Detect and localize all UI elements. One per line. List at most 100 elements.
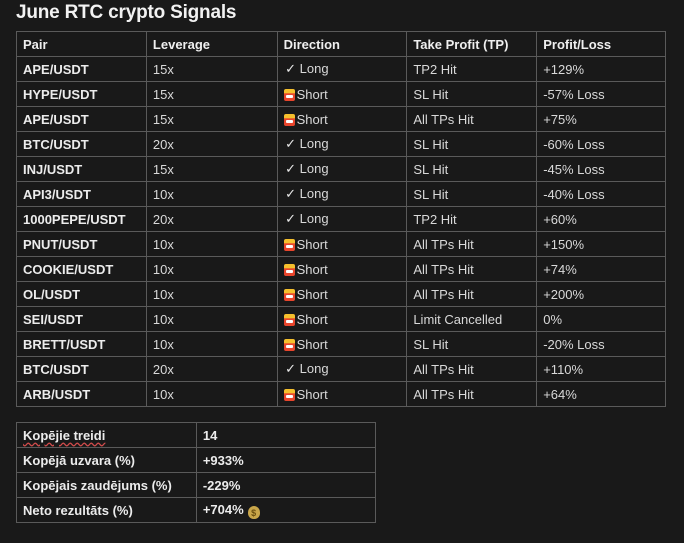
cell-direction: Short: [276, 306, 408, 332]
cell-profit-loss: +110%: [536, 356, 666, 382]
direction-label: Short: [296, 86, 328, 102]
cell-direction: ✓ Long: [276, 206, 408, 232]
cell-pair: ARB/USDT: [16, 381, 147, 407]
summary-label: Kopējie treidi: [23, 427, 106, 443]
signals-table-body: APE/USDT 15x ✓ Long TP2 Hit +129% HYPE/USDT 15x…: [16, 56, 666, 407]
check-icon: ✓: [285, 361, 297, 376]
cell-direction: ✓ Long: [276, 181, 408, 207]
table-row: APE/USDT 15x ✓ Long TP2 Hit +129%: [16, 56, 666, 82]
cell-direction: Short: [276, 381, 408, 407]
table-row: 1000PEPE/USDT 20x ✓ Long TP2 Hit +60%: [16, 206, 666, 232]
table-row: ARB/USDT 10x Short All TPs Hit +64%: [16, 381, 666, 407]
takeout-box-icon: [283, 88, 295, 101]
cell-leverage: 15x: [145, 106, 278, 132]
cell-pair: BTC/USDT: [16, 356, 147, 382]
summary-row-total-trades: Kopējie treidi 14: [16, 422, 377, 448]
cell-pair: COOKIE/USDT: [16, 256, 147, 282]
table-row: SEI/USDT 10x Short Limit Cancelled 0%: [16, 306, 666, 332]
cell-take-profit: SL Hit: [406, 331, 538, 357]
table-row: PNUT/USDT 10x Short All TPs Hit +150%: [16, 231, 666, 257]
direction-label: Short: [296, 386, 328, 402]
cell-take-profit: All TPs Hit: [406, 381, 538, 407]
table-row: INJ/USDT 15x ✓ Long SL Hit -45% Loss: [16, 156, 666, 182]
cell-take-profit: SL Hit: [406, 181, 538, 207]
cell-leverage: 20x: [145, 131, 278, 157]
cell-profit-loss: +60%: [536, 206, 666, 232]
cell-profit-loss: +74%: [536, 256, 666, 282]
cell-profit-loss: -20% Loss: [536, 331, 666, 357]
cell-direction: Short: [276, 281, 408, 307]
cell-profit-loss: -45% Loss: [536, 156, 666, 182]
signals-table: Pair Leverage Direction Take Profit (TP)…: [16, 31, 666, 407]
column-header-take-profit: Take Profit (TP): [406, 31, 538, 57]
cell-direction: Short: [276, 231, 408, 257]
cell-direction: ✓ Long: [276, 131, 408, 157]
cell-leverage: 10x: [145, 231, 278, 257]
check-icon: ✓: [285, 136, 297, 151]
table-row: COOKIE/USDT 10x Short All TPs Hit +74%: [16, 256, 666, 282]
column-header-direction: Direction: [276, 31, 408, 57]
cell-take-profit: SL Hit: [406, 81, 538, 107]
cell-profit-loss: 0%: [536, 306, 666, 332]
direction-label: Short: [296, 261, 328, 277]
summary-value: -229%: [195, 472, 377, 498]
table-row: BTC/USDT 20x ✓ Long SL Hit -60% Loss: [16, 131, 666, 157]
money-bag-icon: $: [247, 505, 260, 519]
check-icon: ✓: [285, 211, 297, 226]
summary-value: 14: [195, 422, 377, 448]
cell-direction: Short: [276, 256, 408, 282]
direction-label: Long: [299, 136, 329, 151]
cell-pair: BTC/USDT: [16, 131, 147, 157]
cell-pair: API3/USDT: [16, 181, 147, 207]
cell-leverage: 10x: [145, 331, 278, 357]
table-row: API3/USDT 10x ✓ Long SL Hit -40% Loss: [16, 181, 666, 207]
cell-pair: PNUT/USDT: [16, 231, 147, 257]
takeout-box-icon: [283, 313, 295, 326]
cell-profit-loss: +150%: [536, 231, 666, 257]
direction-label: Short: [296, 236, 328, 252]
cell-take-profit: TP2 Hit: [406, 56, 538, 82]
summary-label: Neto rezultāts (%): [23, 502, 133, 518]
cell-take-profit: SL Hit: [406, 131, 538, 157]
cell-profit-loss: +75%: [536, 106, 666, 132]
cell-take-profit: TP2 Hit: [406, 206, 538, 232]
cell-direction: ✓ Long: [276, 56, 408, 82]
column-header-leverage: Leverage: [145, 31, 278, 57]
check-icon: ✓: [285, 186, 297, 201]
cell-pair: APE/USDT: [16, 106, 147, 132]
cell-pair: BRETT/USDT: [16, 331, 147, 357]
summary-row-total-loss: Kopējais zaudējums (%) -229%: [16, 472, 377, 498]
summary-value: +933%: [195, 447, 377, 473]
direction-label: Long: [299, 161, 329, 176]
table-row: OL/USDT 10x Short All TPs Hit +200%: [16, 281, 666, 307]
table-header-row: Pair Leverage Direction Take Profit (TP)…: [16, 31, 666, 57]
cell-leverage: 10x: [145, 181, 278, 207]
cell-pair: OL/USDT: [16, 281, 147, 307]
cell-profit-loss: +200%: [536, 281, 666, 307]
cell-pair: APE/USDT: [16, 56, 147, 82]
cell-leverage: 10x: [145, 381, 278, 407]
takeout-box-icon: [283, 263, 295, 276]
cell-take-profit: All TPs Hit: [406, 356, 538, 382]
cell-take-profit: All TPs Hit: [406, 231, 538, 257]
cell-leverage: 20x: [145, 206, 278, 232]
takeout-box-icon: [283, 238, 295, 251]
cell-pair: SEI/USDT: [16, 306, 147, 332]
cell-direction: ✓ Long: [276, 356, 408, 382]
table-row: BTC/USDT 20x ✓ Long All TPs Hit +110%: [16, 356, 666, 382]
summary-label: Kopējā uzvara (%): [23, 452, 135, 468]
column-header-pair: Pair: [16, 31, 147, 57]
direction-label: Long: [299, 61, 329, 76]
cell-leverage: 15x: [145, 81, 278, 107]
direction-label: Short: [296, 311, 328, 327]
summary-row-net-result: Neto rezultāts (%) +704% $: [16, 497, 377, 523]
cell-leverage: 15x: [145, 156, 278, 182]
summary-table: Kopējie treidi 14 Kopējā uzvara (%) +933…: [16, 422, 377, 523]
takeout-box-icon: [283, 113, 295, 126]
cell-leverage: 10x: [145, 256, 278, 282]
summary-row-total-win: Kopējā uzvara (%) +933%: [16, 447, 377, 473]
table-row: APE/USDT 15x Short All TPs Hit +75%: [16, 106, 666, 132]
summary-label: Kopējais zaudējums (%): [23, 477, 172, 493]
direction-label: Long: [299, 211, 329, 226]
direction-label: Long: [299, 186, 329, 201]
